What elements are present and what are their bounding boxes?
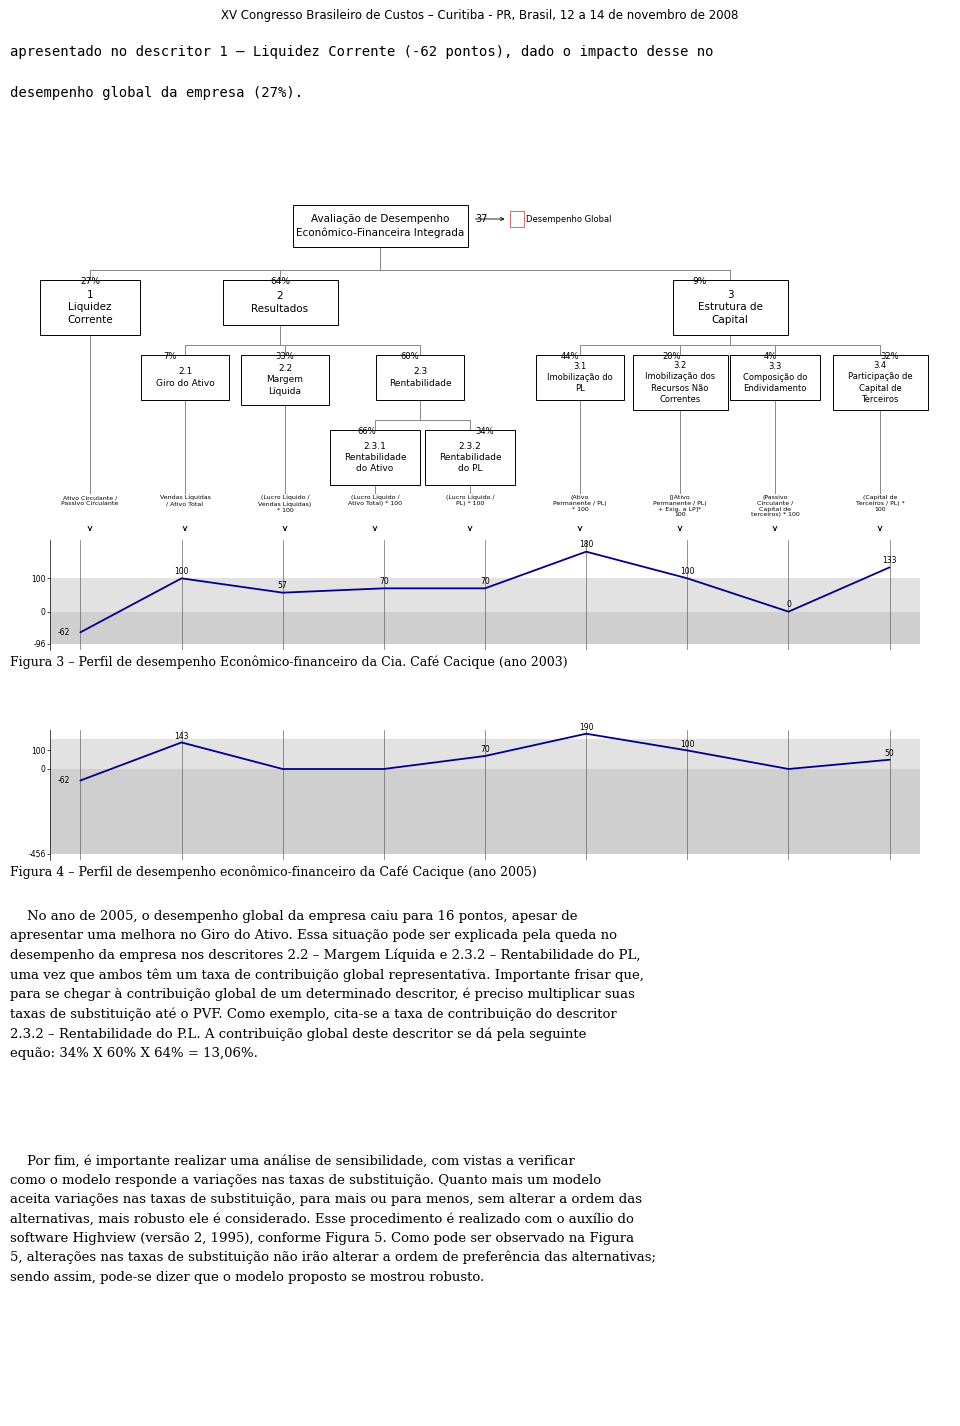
Text: 100: 100 [175, 566, 189, 576]
Text: 64%: 64% [270, 277, 290, 287]
FancyBboxPatch shape [832, 355, 927, 411]
Text: 133: 133 [882, 556, 897, 565]
Text: Ativo Circulante /
Passivo Circulante: Ativo Circulante / Passivo Circulante [61, 495, 119, 506]
Text: 100: 100 [680, 740, 695, 749]
Text: 3.2
Imobilização dos
Recursos Não
Correntes: 3.2 Imobilização dos Recursos Não Corren… [645, 361, 715, 404]
FancyBboxPatch shape [673, 279, 787, 335]
FancyBboxPatch shape [141, 355, 229, 401]
Text: -62: -62 [58, 776, 70, 786]
Text: 20%: 20% [662, 352, 682, 361]
Text: (Passivo
Circulante /
Capital de
terceiros) * 100: (Passivo Circulante / Capital de terceir… [751, 495, 800, 518]
FancyBboxPatch shape [330, 431, 420, 485]
Text: 3
Estrutura de
Capital: 3 Estrutura de Capital [698, 289, 762, 325]
Text: Figura 4 – Perfil de desempenho econômico-financeiro da Café Cacique (ano 2005): Figura 4 – Perfil de desempenho econômic… [10, 866, 537, 880]
Text: desempenho global da empresa (27%).: desempenho global da empresa (27%). [10, 86, 303, 100]
Text: 2
Resultados: 2 Resultados [252, 291, 308, 314]
Text: Avaliação de Desempenho
Econômico-Financeira Integrada: Avaliação de Desempenho Econômico-Financ… [296, 214, 464, 238]
Bar [50, 769, 920, 854]
FancyBboxPatch shape [536, 355, 624, 401]
Text: (Capital de
Terceiros / PL) *
100: (Capital de Terceiros / PL) * 100 [855, 495, 904, 512]
FancyBboxPatch shape [425, 431, 515, 485]
FancyBboxPatch shape [40, 279, 140, 335]
Text: Por fim, é importante realizar uma análise de sensibilidade, com vistas a verifi: Por fim, é importante realizar uma análi… [10, 1155, 656, 1283]
Text: 60%: 60% [400, 352, 420, 361]
Text: [(Ativo
Permanente / PL)
+ Exig. a LP]*
100: [(Ativo Permanente / PL) + Exig. a LP]* … [653, 495, 707, 518]
Text: apresentado no descritor 1 – Liquidez Corrente (-62 pontos), dado o impacto dess: apresentado no descritor 1 – Liquidez Co… [10, 46, 713, 58]
Text: 3.3
Composição do
Endividamento: 3.3 Composição do Endividamento [743, 362, 807, 394]
Text: 100: 100 [680, 566, 695, 576]
Text: 180: 180 [579, 540, 593, 549]
Text: 44%: 44% [561, 352, 579, 361]
Text: 3.1
Imobilização do
PL: 3.1 Imobilização do PL [547, 362, 612, 394]
Text: (Lucro Líquido /
Ativo Total) * 100: (Lucro Líquido / Ativo Total) * 100 [348, 495, 402, 506]
Text: (Lucro Líquido /
Vendas Líquidas)
* 100: (Lucro Líquido / Vendas Líquidas) * 100 [258, 495, 312, 513]
FancyBboxPatch shape [241, 355, 329, 405]
Text: 50: 50 [885, 749, 895, 757]
FancyBboxPatch shape [633, 355, 728, 411]
Bar [50, 579, 920, 612]
Bar [50, 739, 920, 769]
Text: Figura 3 – Perfil de desempenho Econômico-financeiro da Cia. Café Cacique (ano 2: Figura 3 – Perfil de desempenho Econômic… [10, 656, 567, 669]
Text: 143: 143 [175, 732, 189, 740]
FancyBboxPatch shape [376, 355, 464, 401]
Text: (Lucro Líquido /
PL) * 100: (Lucro Líquido / PL) * 100 [445, 495, 494, 506]
Text: 34%: 34% [476, 426, 494, 436]
Text: 7%: 7% [163, 352, 177, 361]
Bar [50, 612, 920, 643]
Text: Vendas Líquidas
/ Ativo Total: Vendas Líquidas / Ativo Total [159, 495, 210, 506]
Text: 4%: 4% [763, 352, 777, 361]
Text: 1
Liquidez
Corrente: 1 Liquidez Corrente [67, 289, 113, 325]
Text: 27%: 27% [80, 277, 100, 287]
Text: 2.2
Margem
Líquida: 2.2 Margem Líquida [267, 365, 303, 395]
FancyBboxPatch shape [223, 279, 338, 325]
FancyBboxPatch shape [730, 355, 820, 401]
Text: -62: -62 [58, 627, 70, 637]
Text: 0: 0 [786, 600, 791, 609]
FancyBboxPatch shape [510, 211, 523, 227]
Text: 190: 190 [579, 723, 593, 732]
Text: 66%: 66% [358, 426, 376, 436]
Text: 2.3
Rentabilidade: 2.3 Rentabilidade [389, 368, 451, 388]
Text: Desempenho Global: Desempenho Global [525, 214, 611, 224]
Text: XV Congresso Brasileiro de Custos – Curitiba - PR, Brasil, 12 a 14 de novembro d: XV Congresso Brasileiro de Custos – Curi… [222, 9, 738, 21]
Text: 9%: 9% [693, 277, 708, 287]
Text: 33%: 33% [276, 352, 295, 361]
Text: 57: 57 [277, 580, 288, 590]
Text: 2.3.2
Rentabilidade
do PL: 2.3.2 Rentabilidade do PL [439, 442, 501, 473]
Text: No ano de 2005, o desempenho global da empresa caiu para 16 pontos, apesar de
ap: No ano de 2005, o desempenho global da e… [10, 910, 644, 1060]
Text: 2.1
Giro do Ativo: 2.1 Giro do Ativo [156, 368, 214, 388]
Text: 70: 70 [379, 576, 389, 586]
Text: 3.4
Participação de
Capital de
Terceiros: 3.4 Participação de Capital de Terceiros [848, 361, 912, 404]
Text: 70: 70 [480, 576, 490, 586]
Text: 2.3.1
Rentabilidade
do Ativo: 2.3.1 Rentabilidade do Ativo [344, 442, 406, 473]
Text: (Ativo
Permanente / PL)
* 100: (Ativo Permanente / PL) * 100 [553, 495, 607, 512]
Text: 70: 70 [480, 746, 490, 754]
Text: 32%: 32% [880, 352, 900, 361]
Text: 37: 37 [475, 214, 488, 224]
FancyBboxPatch shape [293, 205, 468, 247]
